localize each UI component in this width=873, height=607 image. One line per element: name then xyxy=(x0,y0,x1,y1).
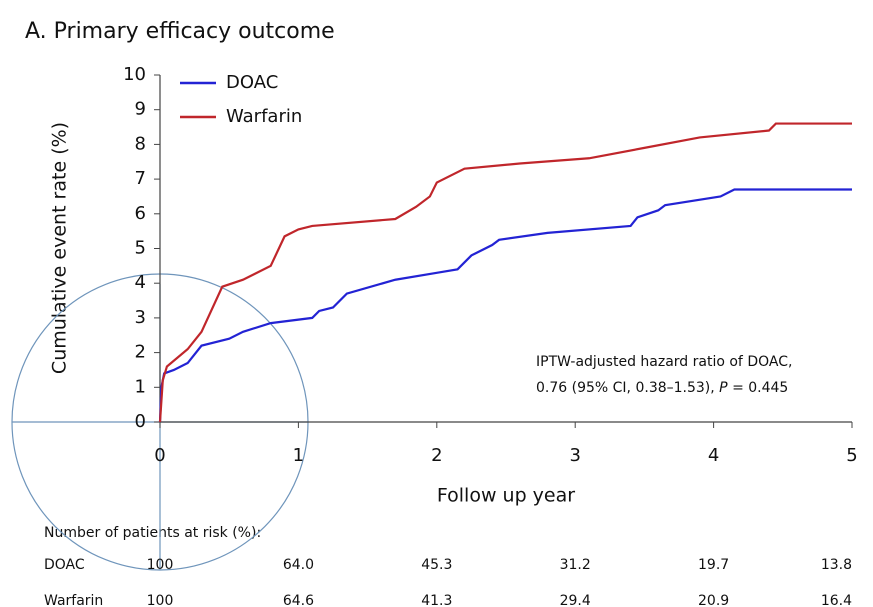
annotation-part: = 0.445 xyxy=(728,380,789,396)
risk-value: 64.0 xyxy=(283,557,314,573)
y-tick-label: 10 xyxy=(123,64,146,85)
risk-value: 16.4 xyxy=(821,593,852,607)
legend-label: Warfarin xyxy=(226,106,302,127)
y-axis-label: Cumulative event rate (%) xyxy=(49,122,71,374)
risk-table-header: Number of patients at risk (%): xyxy=(44,525,261,541)
y-tick-label: 4 xyxy=(135,272,146,293)
series-line xyxy=(158,188,852,423)
risk-value: 20.9 xyxy=(698,593,729,607)
x-tick-label: 5 xyxy=(846,445,857,466)
y-tick-label: 8 xyxy=(135,133,146,154)
y-tick-label: 2 xyxy=(135,342,146,363)
risk-value: 100 xyxy=(147,557,174,573)
risk-value: 13.8 xyxy=(821,557,852,573)
risk-value: 19.7 xyxy=(698,557,729,573)
y-tick-label: 0 xyxy=(135,411,146,432)
x-tick-label: 3 xyxy=(569,445,580,466)
y-tick-label: 1 xyxy=(135,376,146,397)
annotation-part: 0.76 (95% CI, 0.38–1.53), xyxy=(536,380,719,396)
y-tick-label: 5 xyxy=(135,238,146,259)
risk-value: 64.6 xyxy=(283,593,314,607)
risk-value: 45.3 xyxy=(421,557,452,573)
annotation-part: P xyxy=(719,380,728,396)
x-tick-label: 0 xyxy=(154,445,165,466)
annotation: 0.76 (95% CI, 0.38–1.53), P = 0.445 xyxy=(536,380,788,396)
risk-value: 100 xyxy=(147,593,174,607)
risk-value: 31.2 xyxy=(560,557,591,573)
x-tick-label: 1 xyxy=(293,445,304,466)
y-tick-label: 9 xyxy=(135,99,146,120)
risk-row-name: Warfarin xyxy=(44,593,103,607)
x-axis-label: Follow up year xyxy=(437,485,575,507)
chart-title: A. Primary efficacy outcome xyxy=(25,19,335,44)
y-tick-label: 3 xyxy=(135,307,146,328)
x-tick-label: 2 xyxy=(431,445,442,466)
y-tick-label: 7 xyxy=(135,168,146,189)
risk-value: 41.3 xyxy=(421,593,452,607)
annotation: IPTW-adjusted hazard ratio of DOAC, xyxy=(536,354,792,370)
x-tick-label: 4 xyxy=(708,445,719,466)
risk-value: 29.4 xyxy=(560,593,591,607)
risk-row-name: DOAC xyxy=(44,557,85,573)
series-line xyxy=(158,122,852,423)
y-tick-label: 6 xyxy=(135,203,146,224)
legend-label: DOAC xyxy=(226,72,278,93)
